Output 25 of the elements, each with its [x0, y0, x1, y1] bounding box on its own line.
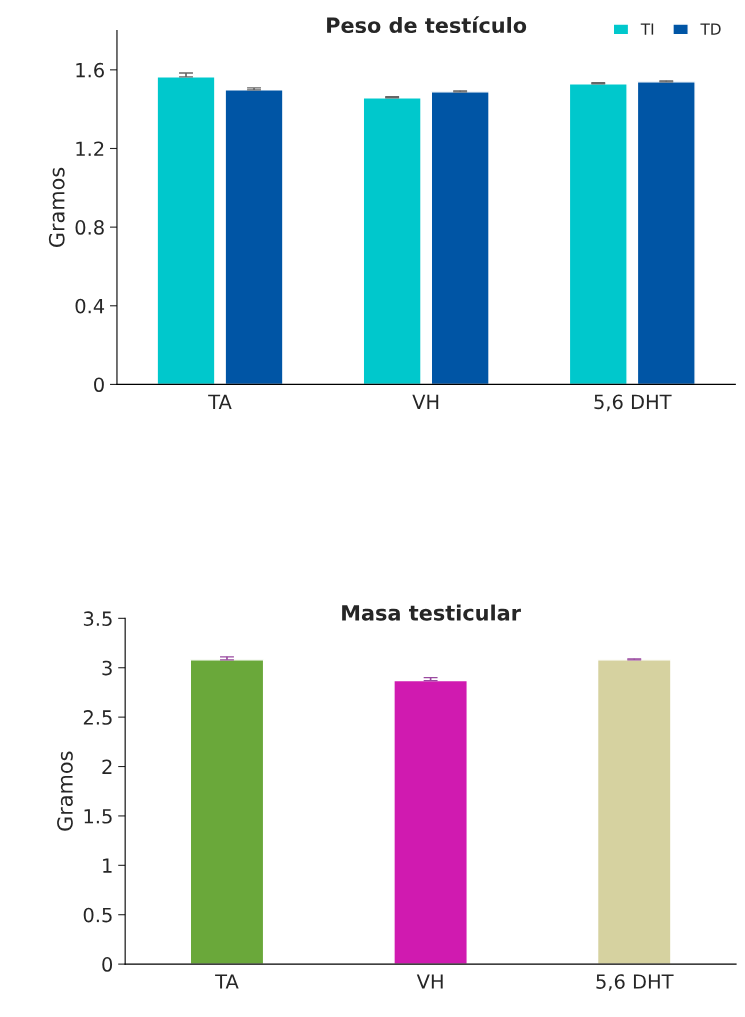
x-tick-label: 5,6 DHT [596, 974, 674, 991]
chart-title: Peso de testículo [327, 16, 527, 34]
x-tick-label: VH [416, 974, 443, 989]
y-tick-label: 0.5 [83, 907, 112, 923]
y-axis-title: Gramos [57, 751, 73, 831]
y-tick-label: 1.5 [84, 809, 112, 824]
chart-title: Masa testicular [342, 604, 521, 621]
y-tick-label: 0.4 [75, 298, 105, 314]
y-tick-label: 3 [102, 660, 112, 676]
y-tick-label: 0 [94, 377, 104, 393]
y-tick-label: 1 [103, 858, 112, 873]
y-tick-label: 2 [102, 759, 112, 774]
legend-label: TD [700, 23, 721, 35]
y-tick-label: 0.8 [75, 220, 104, 235]
y-axis-title: Gramos [48, 167, 65, 247]
x-tick-label: 5,6 DHT [594, 394, 672, 412]
x-tick-label: TA [215, 974, 239, 989]
x-tick-label: VH [412, 394, 439, 409]
y-tick-label: 3.5 [83, 611, 112, 626]
y-tick-label: 1.2 [76, 141, 104, 156]
y-tick-label: 2.5 [83, 710, 112, 725]
y-tick-label: 0 [102, 957, 113, 972]
y-tick-label: 1.6 [76, 62, 104, 78]
legend-label: TI [640, 23, 654, 35]
x-tick-label: TA [208, 394, 232, 409]
